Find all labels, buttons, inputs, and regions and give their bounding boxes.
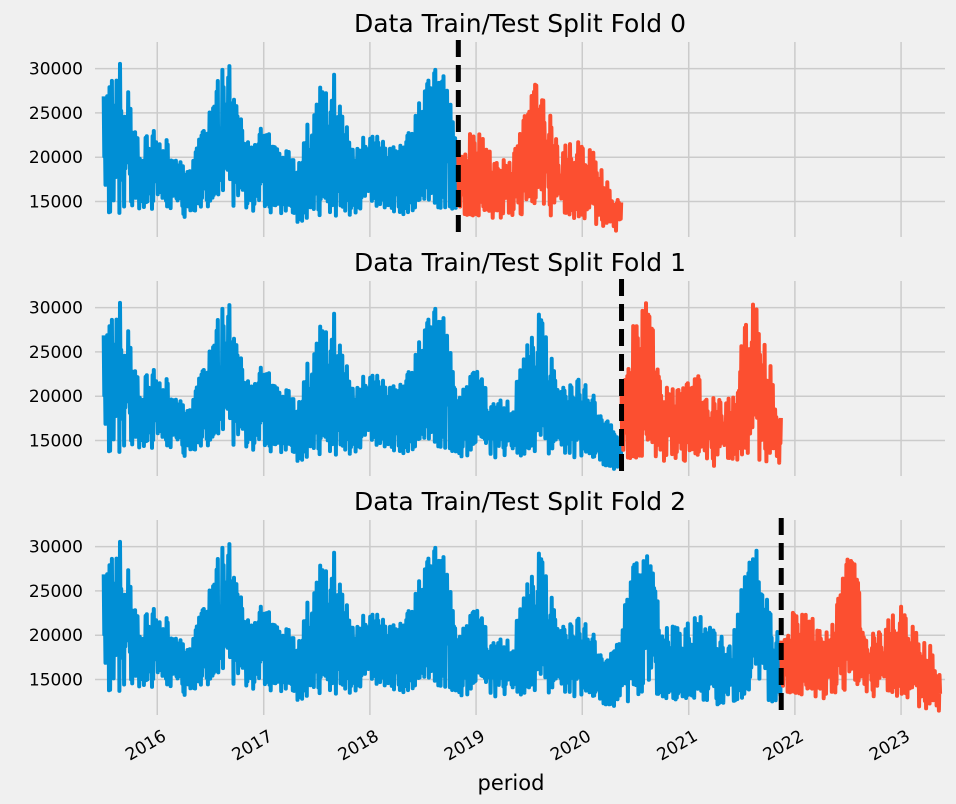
test-series-line — [456, 82, 624, 233]
y-tick-label: 20000 — [29, 387, 83, 407]
series-fold-2 — [101, 539, 943, 713]
y-tick-labels-fold-2: 15000 20000 25000 30000 — [29, 538, 83, 691]
train-series-line — [101, 61, 460, 224]
y-tick-label: 30000 — [29, 60, 83, 80]
subplot-fold-1: Data Train/Test Split Fold 1 15000 20000 2… — [29, 248, 945, 478]
subplot-title-fold-2: Data Train/Test Split Fold 2 — [354, 487, 686, 516]
y-tick-label: 15000 — [29, 193, 83, 213]
y-tick-labels-fold-1: 15000 20000 25000 30000 — [29, 299, 83, 452]
y-tick-label: 15000 — [29, 671, 83, 691]
subplot-fold-2: Data Train/Test Split Fold 2 15000 20000 2… — [29, 487, 945, 765]
x-axis-label: period — [478, 771, 545, 795]
test-series-line — [619, 301, 783, 468]
test-series-line — [779, 557, 943, 713]
train-series-line — [101, 300, 624, 471]
y-tick-label: 25000 — [29, 104, 83, 124]
y-tick-label: 25000 — [29, 343, 83, 363]
series-fold-1 — [101, 300, 783, 471]
y-tick-label: 20000 — [29, 148, 83, 168]
subplot-title-fold-0: Data Train/Test Split Fold 0 — [354, 9, 686, 38]
subplot-title-fold-1: Data Train/Test Split Fold 1 — [354, 248, 686, 277]
y-tick-label: 20000 — [29, 626, 83, 646]
y-tick-label: 30000 — [29, 538, 83, 558]
y-tick-label: 25000 — [29, 582, 83, 602]
series-fold-0 — [101, 61, 624, 233]
y-tick-labels-fold-0: 15000 20000 25000 30000 — [29, 60, 83, 213]
train-series-line — [101, 539, 783, 708]
y-tick-label: 30000 — [29, 299, 83, 319]
subplot-fold-0: Data Train/Test Split Fold 0 15000 20000 2… — [29, 9, 945, 239]
y-tick-label: 15000 — [29, 432, 83, 452]
